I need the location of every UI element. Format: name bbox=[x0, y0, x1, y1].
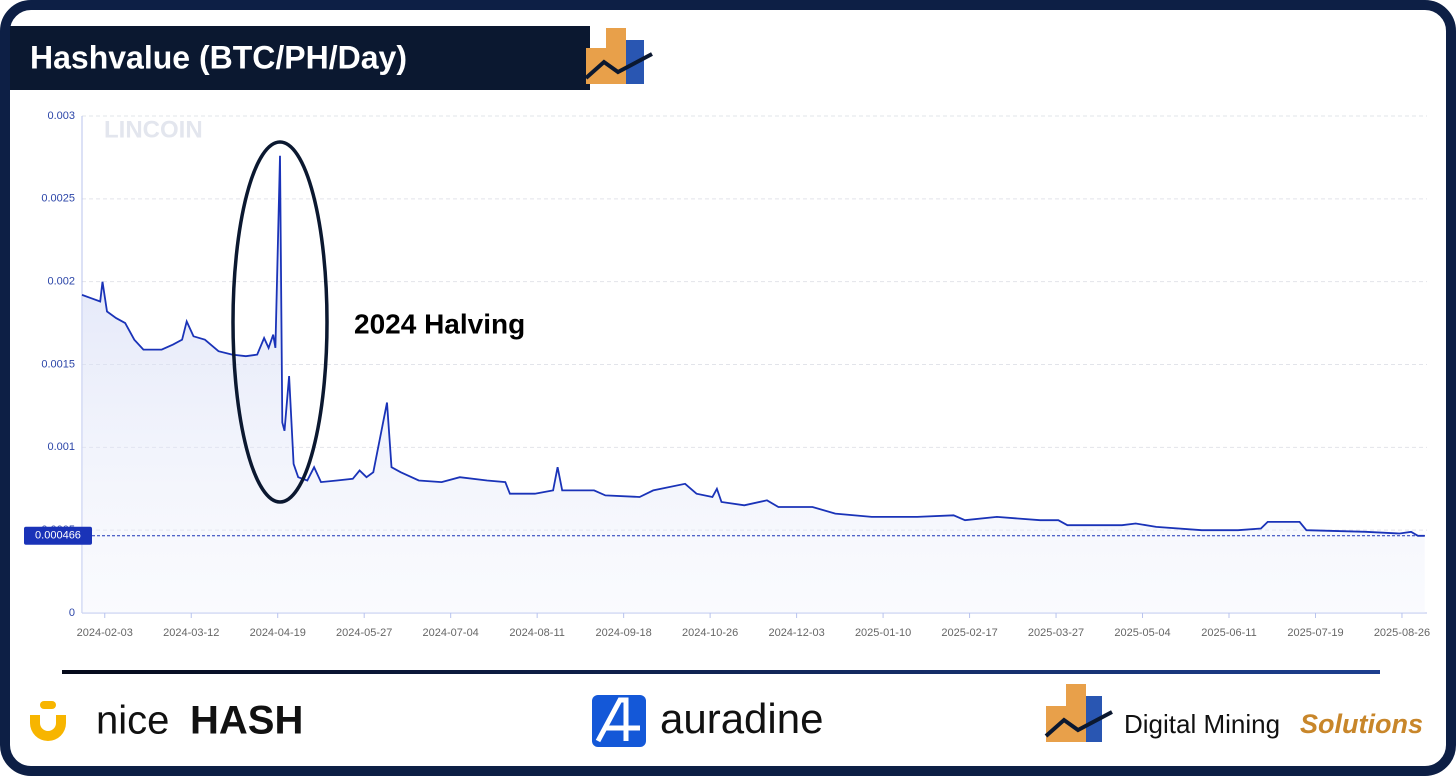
watermark: LINCOIN bbox=[104, 116, 203, 143]
area bbox=[82, 155, 1425, 614]
divider bbox=[62, 670, 1380, 674]
auradine-logo: auradine bbox=[592, 695, 823, 747]
x-tick-label: 2025-01-10 bbox=[855, 627, 911, 639]
dms-logo: Digital Mining Solutions bbox=[1044, 684, 1423, 742]
y-tick-label: 0.002 bbox=[47, 276, 75, 288]
x-tick-label: 2025-02-17 bbox=[941, 627, 997, 639]
logo-text: HASH bbox=[190, 699, 303, 743]
x-tick-label: 2025-06-11 bbox=[1201, 627, 1256, 639]
logo-text: nice bbox=[96, 699, 169, 743]
x-tick-label: 2024-05-27 bbox=[336, 627, 392, 639]
title-logo bbox=[584, 28, 653, 84]
x-tick-label: 2024-02-03 bbox=[77, 627, 133, 639]
title-bar bbox=[10, 26, 590, 90]
y-tick-label: 0.001 bbox=[47, 441, 75, 453]
x-tick-label: 2024-08-11 bbox=[509, 627, 564, 639]
y-tick-label: 0 bbox=[69, 607, 75, 619]
x-tick-label: 2025-08-26 bbox=[1374, 627, 1430, 639]
logo-text: Digital Mining bbox=[1124, 709, 1280, 739]
x-tick-label: 2024-03-12 bbox=[163, 627, 219, 639]
logo-text: Solutions bbox=[1300, 709, 1423, 739]
halving-ellipse bbox=[231, 140, 329, 504]
x-tick-label: 2024-07-04 bbox=[423, 627, 479, 639]
x-tick-label: 2025-07-19 bbox=[1287, 627, 1343, 639]
y-tick-label: 0.003 bbox=[47, 110, 75, 122]
y-tick-label: 0.0015 bbox=[41, 358, 75, 370]
x-tick-label: 2024-04-19 bbox=[250, 627, 306, 639]
x-tick-label: 2025-05-04 bbox=[1114, 627, 1170, 639]
logo-text: auradine bbox=[660, 695, 823, 742]
nicehash-logo: nice HASH bbox=[30, 699, 303, 743]
x-tick-label: 2024-10-26 bbox=[682, 627, 738, 639]
x-tick-label: 2024-09-18 bbox=[596, 627, 652, 639]
current-value-badge bbox=[24, 526, 92, 545]
title: Hashvalue (BTC/PH/Day) bbox=[30, 39, 407, 75]
y-tick-label: 0.0025 bbox=[41, 193, 75, 205]
x-tick-label: 2025-03-27 bbox=[1028, 627, 1084, 639]
plot: 00.00050.0010.00150.0020.00250.0032024-0… bbox=[24, 110, 1430, 639]
current-value-label: 0.000466 bbox=[35, 530, 81, 542]
annotation: 2024 Halving bbox=[354, 308, 525, 339]
line bbox=[81, 155, 1425, 537]
x-tick-label: 2024-12-03 bbox=[768, 627, 824, 639]
